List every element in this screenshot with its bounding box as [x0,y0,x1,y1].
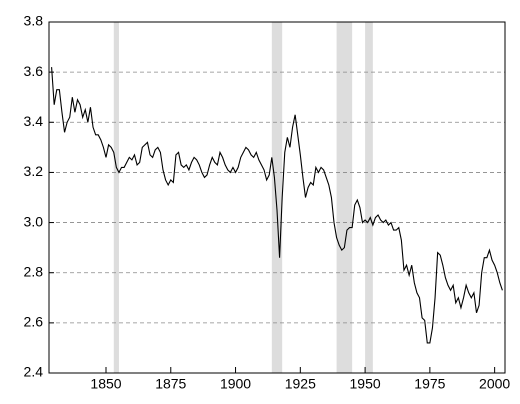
x-tick-label: 1900 [220,376,251,392]
y-tick-label: 2.6 [24,314,44,330]
y-tick-label: 3.4 [24,113,44,129]
data-line [51,67,503,344]
x-tick-label: 1950 [350,376,381,392]
shaded-period [113,22,119,373]
plot-frame [48,21,506,374]
y-tick-label: 3.2 [24,163,44,179]
x-tick-label: 1975 [414,376,445,392]
y-tick-label: 2.8 [24,263,44,279]
shaded-period [271,22,283,373]
x-tick-label: 1875 [155,376,186,392]
x-tick-label: 1850 [90,376,121,392]
shaded-period [336,22,353,373]
shaded-period [365,22,373,373]
x-tick-label: 2000 [479,376,510,392]
y-tick-label: 3.8 [24,13,44,29]
x-tick-label: 1925 [285,376,316,392]
y-tick-label: 3.0 [24,213,44,229]
y-tick-label: 2.4 [24,364,44,380]
y-tick-label: 3.6 [24,63,44,79]
